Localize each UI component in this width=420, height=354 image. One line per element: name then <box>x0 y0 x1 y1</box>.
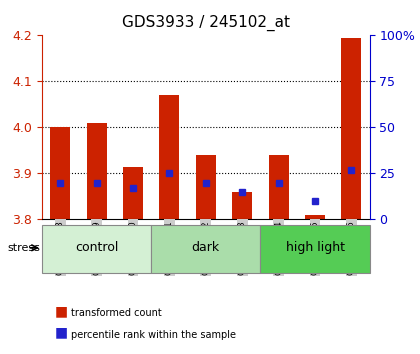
Text: GSM562210: GSM562210 <box>129 221 137 275</box>
Bar <box>160 95 179 219</box>
Bar <box>341 38 362 219</box>
Bar <box>232 192 252 219</box>
Text: GSM562213: GSM562213 <box>238 221 247 275</box>
Text: GSM562211: GSM562211 <box>165 221 174 275</box>
Text: transformed count: transformed count <box>71 308 162 318</box>
Bar <box>196 155 216 219</box>
Bar <box>305 215 325 219</box>
Bar <box>123 166 143 219</box>
Title: GDS3933 / 245102_at: GDS3933 / 245102_at <box>122 15 290 31</box>
Text: GSM562209: GSM562209 <box>92 221 101 275</box>
Text: stress: stress <box>7 243 40 253</box>
Bar <box>269 155 289 219</box>
Text: dark: dark <box>192 241 220 254</box>
Text: ■: ■ <box>55 304 68 319</box>
Text: GSM562214: GSM562214 <box>274 221 283 275</box>
Text: GSM562208: GSM562208 <box>56 221 65 275</box>
Text: ■: ■ <box>55 326 68 340</box>
Text: GSM562216: GSM562216 <box>347 221 356 275</box>
Text: percentile rank within the sample: percentile rank within the sample <box>71 330 236 339</box>
FancyBboxPatch shape <box>151 225 260 273</box>
Text: control: control <box>75 241 118 254</box>
FancyBboxPatch shape <box>42 225 151 273</box>
Bar <box>87 123 107 219</box>
Bar <box>50 127 70 219</box>
Text: GSM562212: GSM562212 <box>201 221 210 275</box>
Text: high light: high light <box>286 241 344 254</box>
FancyBboxPatch shape <box>260 225 370 273</box>
Text: GSM562215: GSM562215 <box>310 221 320 275</box>
